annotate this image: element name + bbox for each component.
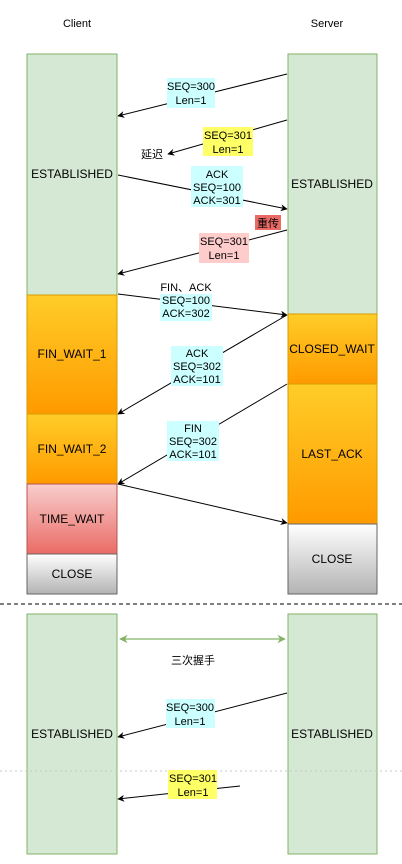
msg-label-fin: FIN SEQ=302 ACK=101 [167, 421, 219, 461]
svg-text:ACK=101: ACK=101 [173, 374, 220, 386]
client-state-fin-wait-1-label: FIN_WAIT_1 [38, 347, 107, 361]
server-state-close-label: CLOSE [312, 552, 353, 566]
svg-text:SEQ=300: SEQ=300 [167, 81, 215, 93]
svg-text:Len=1: Len=1 [213, 144, 244, 156]
svg-text:SEQ=300: SEQ=300 [166, 702, 214, 714]
bottom-server-state-label: ESTABLISHED [291, 727, 373, 741]
client-state-established-label: ESTABLISHED [31, 167, 113, 181]
server-state-established [287, 53, 378, 315]
bottom-server-state-established [287, 613, 378, 855]
bottom-msg-label-seq300: SEQ=300 Len=1 [166, 699, 215, 728]
svg-text:FIN: FIN [184, 423, 202, 435]
svg-text:ACK: ACK [206, 169, 229, 181]
msg-label-fin-ack: FIN、ACK SEQ=100 ACK=302 [160, 282, 212, 321]
client-state-fin-wait-1 [26, 294, 118, 415]
svg-text:Len=1: Len=1 [209, 250, 240, 262]
msg-label-seq300: SEQ=300 Len=1 [167, 78, 215, 108]
client-header: Client [63, 18, 91, 30]
svg-text:SEQ=301: SEQ=301 [204, 130, 252, 142]
client-state-fin-wait-2-label: FIN_WAIT_2 [38, 442, 107, 456]
msg-label-seq301-delayed: SEQ=301 Len=1 延迟 [141, 127, 253, 161]
server-state-established-label: ESTABLISHED [291, 177, 373, 191]
svg-text:Len=1: Len=1 [175, 716, 206, 728]
server-state-last-ack-label: LAST_ACK [301, 447, 362, 461]
client-state-fin-wait-2 [26, 413, 118, 485]
svg-text:SEQ=302: SEQ=302 [173, 361, 221, 373]
svg-text:SEQ=301: SEQ=301 [169, 773, 217, 785]
msg-label-ack101: ACK SEQ=302 ACK=101 [171, 346, 223, 386]
retransmit-tag: 重传 [257, 216, 279, 230]
server-state-closed-wait-label: CLOSED_WAIT [289, 342, 375, 356]
bottom-client-state-established [26, 613, 118, 855]
server-header: Server [311, 18, 344, 30]
client-state-time-wait-label: TIME_WAIT [40, 512, 106, 526]
server-state-last-ack [287, 383, 378, 525]
handshake-label: 三次握手 [171, 653, 215, 667]
svg-text:ACK=101: ACK=101 [169, 449, 216, 461]
delay-tag: 延迟 [141, 148, 163, 161]
client-state-close-label: CLOSE [52, 567, 93, 581]
bottom-client-state-label: ESTABLISHED [31, 727, 113, 741]
client-state-established [26, 53, 118, 296]
svg-text:FIN、ACK: FIN、ACK [160, 282, 212, 294]
svg-text:SEQ=301: SEQ=301 [200, 236, 248, 248]
svg-text:SEQ=100: SEQ=100 [193, 182, 241, 194]
svg-text:Len=1: Len=1 [178, 787, 209, 799]
svg-text:SEQ=100: SEQ=100 [162, 295, 210, 307]
svg-text:ACK=301: ACK=301 [193, 195, 240, 207]
client-state-close [26, 553, 118, 595]
msg-arrow-final-ack [117, 483, 288, 525]
svg-text:Len=1: Len=1 [176, 95, 207, 107]
msg-label-ack301: ACK SEQ=100 ACK=301 [191, 166, 243, 207]
bottom-msg-label-seq301: SEQ=301 Len=1 [168, 770, 217, 799]
client-state-time-wait [26, 483, 118, 555]
server-state-close [287, 523, 378, 595]
msg-label-seq301-retransmit: 重传 SEQ=301 Len=1 [199, 215, 281, 263]
svg-text:SEQ=302: SEQ=302 [169, 436, 217, 448]
svg-text:ACK=302: ACK=302 [162, 308, 209, 320]
svg-text:ACK: ACK [186, 348, 209, 360]
